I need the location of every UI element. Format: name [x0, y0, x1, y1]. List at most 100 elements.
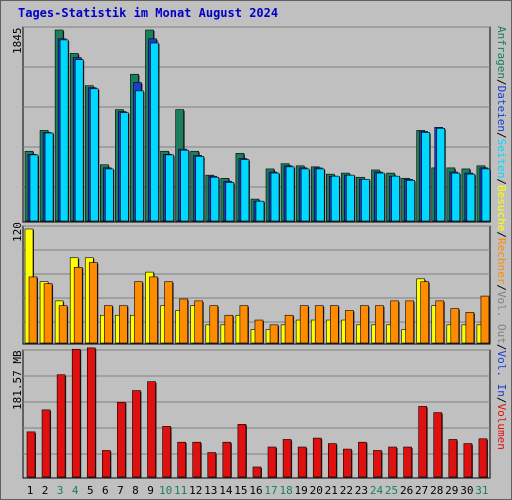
day-label-16: 16 [249, 484, 262, 497]
volume-bar-volumen-25 [388, 446, 397, 478]
hits-bar-seiten-24 [376, 172, 385, 222]
day-label-28: 28 [430, 484, 443, 497]
hits-bar-seiten-20 [315, 168, 325, 222]
volume-bar-volumen-10 [162, 426, 171, 478]
volume-bar-volumen-15 [237, 424, 247, 478]
volume-bar-volumen-18 [282, 439, 292, 478]
visits-bar-rechner-29 [450, 308, 460, 344]
volume-bar-volumen-1 [26, 431, 36, 478]
volume-bar-volumen-22 [343, 448, 352, 478]
day-label-4: 4 [72, 484, 79, 497]
day-label-9: 9 [147, 484, 154, 497]
hits-bar-seiten-10 [165, 154, 174, 222]
hits-bar-seiten-26 [406, 180, 415, 222]
hits-bar-seiten-3 [59, 39, 69, 222]
visits-bar-rechner-24 [375, 305, 384, 344]
hits-bar-seiten-28 [436, 128, 446, 222]
day-label-19: 19 [295, 484, 308, 497]
visits-bar-rechner-23 [360, 305, 369, 344]
day-label-29: 29 [445, 484, 458, 497]
visits-bar-rechner-10 [164, 281, 173, 344]
hits-bar-seiten-25 [391, 175, 400, 222]
visits-bar-rechner-17 [269, 324, 279, 344]
day-label-18: 18 [279, 484, 292, 497]
volume-bar-volumen-12 [192, 441, 202, 478]
volume-bar-volumen-23 [358, 441, 367, 478]
visits-bar-rechner-12 [194, 300, 204, 344]
day-label-12: 12 [189, 484, 202, 497]
volume-bar-volumen-11 [177, 441, 186, 478]
hits-bar-seiten-23 [361, 179, 370, 222]
volume-bar-volumen-26 [403, 446, 412, 478]
volume-bar-volumen-3 [56, 374, 66, 478]
hits-bar-seiten-21 [330, 175, 340, 222]
visits-bar-rechner-20 [314, 305, 324, 344]
volume-bar-volumen-4 [71, 348, 81, 478]
volume-bar-volumen-29 [448, 439, 458, 478]
day-label-3: 3 [57, 484, 64, 497]
day-label-6: 6 [102, 484, 109, 497]
volume-bar-volumen-27 [418, 406, 427, 478]
hits-bar-seiten-19 [300, 168, 310, 222]
visits-bar-rechner-21 [329, 305, 339, 344]
visits-bar-rechner-2 [43, 283, 53, 344]
page-title: Tages-Statistik im Monat August 2024 [18, 6, 279, 20]
day-label-23: 23 [355, 484, 368, 497]
hits-bar-seiten-14 [225, 182, 235, 222]
day-label-8: 8 [132, 484, 139, 497]
visits-bar-rechner-26 [405, 300, 414, 344]
hits-bar-seiten-17 [270, 172, 280, 222]
volume-bar-volumen-24 [373, 450, 382, 478]
volume-bar-volumen-30 [463, 443, 473, 478]
hits-bar-seiten-7 [120, 112, 129, 222]
day-label-7: 7 [117, 484, 124, 497]
volume-bar-volumen-14 [222, 441, 232, 478]
volume-bar-volumen-2 [41, 409, 51, 478]
volume-bar-volumen-13 [207, 452, 217, 478]
visits-bar-rechner-31 [480, 295, 490, 344]
hits-bar-seiten-22 [346, 174, 355, 222]
day-label-24: 24 [370, 484, 384, 497]
volume-bar-volumen-7 [117, 401, 126, 478]
hits-bar-seiten-18 [285, 166, 295, 222]
visits-bar-rechner-3 [58, 305, 68, 344]
day-label-31: 31 [475, 484, 488, 497]
hits-bar-seiten-12 [195, 156, 205, 222]
day-label-17: 17 [264, 484, 277, 497]
visits-bar-rechner-8 [134, 281, 143, 344]
hits-bar-seiten-16 [255, 200, 265, 222]
hits-bar-seiten-2 [44, 132, 54, 222]
volume-bar-volumen-21 [327, 443, 337, 478]
day-label-1: 1 [27, 484, 34, 497]
hits-bar-seiten-31 [481, 168, 491, 222]
visits-bar-rechner-5 [88, 262, 98, 344]
day-label-20: 20 [310, 484, 323, 497]
hits-bar-seiten-1 [29, 154, 39, 222]
visits-bar-rechner-19 [299, 305, 309, 344]
visits-bar-rechner-22 [345, 310, 354, 344]
hits-bar-seiten-30 [466, 173, 476, 222]
day-label-22: 22 [340, 484, 353, 497]
volume-bar-volumen-31 [478, 438, 488, 478]
hits-bar-seiten-15 [240, 159, 250, 222]
visits-bar-rechner-15 [239, 305, 249, 344]
visits-bar-rechner-30 [465, 312, 475, 344]
day-label-26: 26 [400, 484, 413, 497]
visits-bar-rechner-4 [73, 267, 83, 344]
hits-bar-seiten-4 [74, 59, 84, 222]
day-label-13: 13 [204, 484, 217, 497]
hits-bar-seiten-27 [421, 132, 430, 222]
visits-bar-rechner-9 [149, 276, 158, 344]
day-label-21: 21 [325, 484, 338, 497]
day-label-10: 10 [159, 484, 172, 497]
day-label-2: 2 [42, 484, 49, 497]
visits-bar-rechner-27 [420, 281, 429, 344]
visits-bar-rechner-13 [209, 305, 219, 344]
day-label-27: 27 [415, 484, 428, 497]
visits-bar-rechner-28 [435, 300, 445, 344]
day-label-5: 5 [87, 484, 94, 497]
volume-bar-volumen-28 [433, 412, 443, 478]
day-label-15: 15 [234, 484, 247, 497]
hits-bar-seiten-8 [135, 90, 144, 222]
